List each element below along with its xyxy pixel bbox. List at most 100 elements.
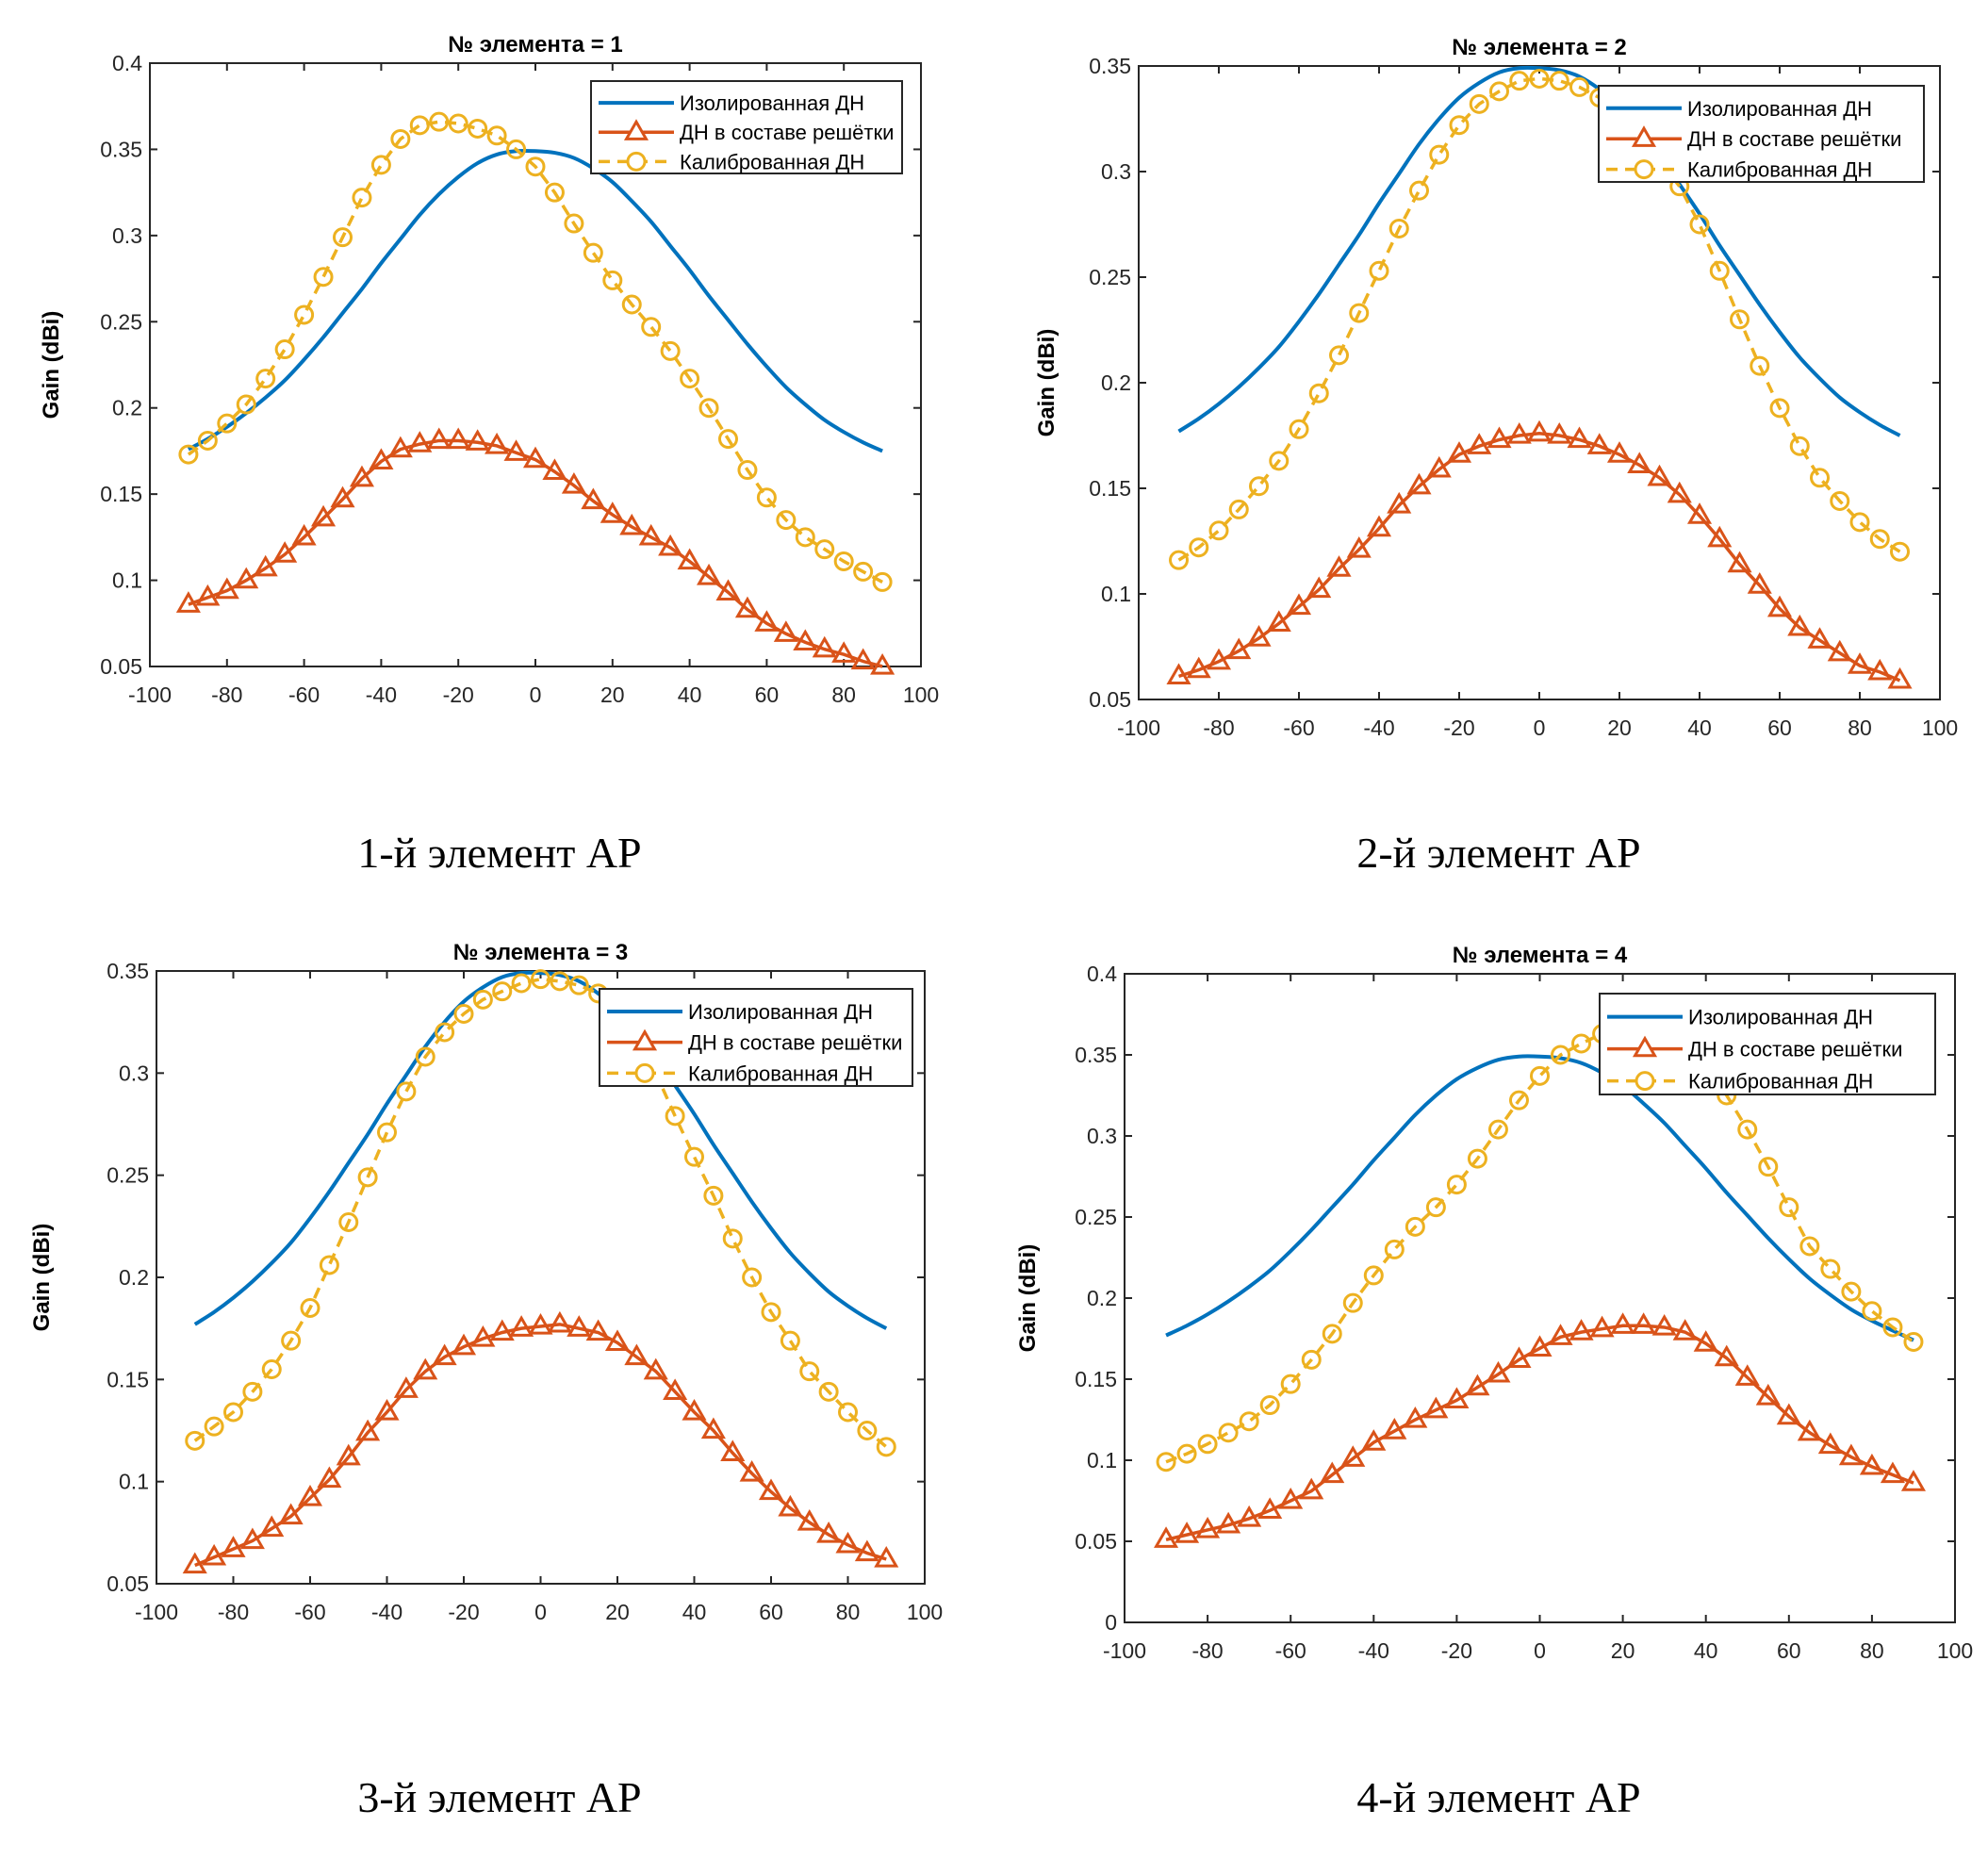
marker-circle bbox=[1239, 1411, 1259, 1432]
marker-circle bbox=[333, 227, 353, 248]
marker-triangle bbox=[1651, 1313, 1677, 1336]
marker-triangle bbox=[638, 523, 664, 546]
legend-label: Изолированная ДН bbox=[680, 91, 864, 115]
y-axis-label: Gain (dBi) bbox=[39, 311, 64, 420]
marker-triangle bbox=[700, 1417, 726, 1439]
marker-circle bbox=[742, 1267, 763, 1288]
marker-circle bbox=[1571, 1033, 1592, 1054]
series-0 bbox=[193, 970, 888, 1330]
marker-triangle bbox=[604, 1329, 631, 1351]
line-array bbox=[1165, 1324, 1914, 1541]
marker-circle bbox=[370, 155, 391, 175]
x-tick-label: -60 bbox=[1275, 1638, 1306, 1663]
marker-circle bbox=[1903, 1331, 1924, 1352]
y-tick-label: 0.3 bbox=[112, 223, 142, 248]
marker-triangle bbox=[489, 1319, 515, 1341]
plot-area bbox=[182, 969, 899, 1574]
marker-triangle bbox=[1838, 1443, 1864, 1466]
marker-triangle bbox=[1237, 1505, 1262, 1527]
line-array bbox=[188, 438, 883, 668]
marker-circle bbox=[568, 975, 589, 995]
legend-label: Изолированная ДН bbox=[688, 1000, 873, 1024]
y-tick-label: 0.1 bbox=[119, 1470, 149, 1494]
marker-circle bbox=[550, 971, 570, 992]
marker-triangle bbox=[330, 485, 355, 508]
x-tick-label: 0 bbox=[1534, 716, 1546, 740]
x-tick-label: 40 bbox=[1694, 1638, 1718, 1663]
marker-circle bbox=[1218, 1423, 1239, 1443]
marker-circle bbox=[319, 1255, 339, 1275]
marker-triangle bbox=[1299, 1477, 1324, 1500]
marker-circle bbox=[1349, 303, 1370, 323]
y-axis-label: Gain (dBi) bbox=[1034, 329, 1060, 437]
marker-circle bbox=[1820, 1259, 1841, 1279]
marker-circle bbox=[197, 430, 218, 451]
triangle-icon bbox=[1632, 1035, 1658, 1058]
marker-circle bbox=[818, 1381, 839, 1402]
legend-label: Калиброванная ДН bbox=[1688, 1070, 1873, 1094]
marker-circle bbox=[756, 487, 777, 508]
caption-1: 1-й элемент АР bbox=[357, 829, 642, 877]
marker-triangle bbox=[1346, 535, 1372, 558]
marker-circle bbox=[1269, 451, 1290, 471]
marker-circle bbox=[684, 1146, 704, 1167]
marker-circle bbox=[761, 1302, 781, 1323]
marker-circle bbox=[703, 1185, 724, 1206]
marker-circle bbox=[1467, 1148, 1487, 1169]
line-array bbox=[1177, 432, 1901, 683]
marker-circle bbox=[1449, 115, 1470, 136]
marker-triangle bbox=[1589, 1315, 1615, 1338]
marker-circle bbox=[1289, 419, 1309, 439]
marker-circle bbox=[357, 1167, 378, 1188]
y-tick-label: 0.25 bbox=[1089, 265, 1131, 289]
marker-circle bbox=[1189, 537, 1209, 558]
subplot-1: -100 -80 -60 -40 -20 0 20 40 60 80 100 0.05 0.1 0.15 0… bbox=[39, 32, 939, 707]
x-tick-label: 80 bbox=[1860, 1638, 1884, 1663]
marker-triangle bbox=[1526, 420, 1553, 442]
x-tick-label: -20 bbox=[443, 683, 474, 707]
marker-triangle bbox=[1186, 656, 1211, 679]
marker-triangle bbox=[739, 1459, 764, 1482]
marker-triangle bbox=[567, 1315, 592, 1337]
caption-2: 2-й элемент АР bbox=[1356, 829, 1641, 877]
y-tick-label: 0.2 bbox=[1087, 1286, 1117, 1310]
marker-triangle bbox=[1847, 652, 1873, 674]
x-tick-label: 100 bbox=[903, 683, 939, 707]
marker-circle bbox=[1799, 1236, 1820, 1257]
marker-triangle bbox=[451, 1333, 477, 1356]
x-tick-label: 20 bbox=[600, 683, 625, 707]
marker-circle bbox=[1841, 1281, 1862, 1302]
y-tick-label: 0.25 bbox=[1075, 1205, 1117, 1229]
x-tick-label: 80 bbox=[1848, 716, 1872, 740]
marker-triangle bbox=[720, 1439, 746, 1461]
marker-triangle bbox=[1320, 1461, 1345, 1484]
y-tick-label: 0.4 bbox=[112, 51, 142, 75]
marker-circle bbox=[1882, 1317, 1903, 1338]
legend: Изолированная ДН ДН в составе решётки Кали… bbox=[1599, 993, 1936, 1095]
marker-triangle bbox=[1257, 1497, 1283, 1519]
marker-circle bbox=[1508, 1090, 1529, 1110]
marker-circle bbox=[185, 1430, 205, 1451]
caption-3: 3-й элемент АР bbox=[357, 1773, 642, 1821]
marker-triangle bbox=[1827, 639, 1852, 662]
marker-circle bbox=[1779, 1197, 1799, 1218]
marker-circle bbox=[409, 115, 430, 136]
marker-circle bbox=[544, 182, 565, 203]
marker-triangle bbox=[387, 436, 413, 458]
plot-title: № элемента = 1 bbox=[448, 32, 622, 58]
x-tick-label: 60 bbox=[1767, 716, 1792, 740]
legend-label: ДН в составе решётки bbox=[680, 121, 894, 144]
marker-circle bbox=[602, 270, 623, 290]
marker-circle bbox=[1169, 550, 1189, 570]
triangle-icon bbox=[623, 119, 649, 140]
marker-circle bbox=[1830, 490, 1850, 511]
marker-circle bbox=[242, 1381, 263, 1402]
marker-triangle bbox=[195, 584, 221, 606]
marker-circle bbox=[1322, 1324, 1342, 1344]
plot-area bbox=[175, 111, 895, 675]
marker-circle bbox=[621, 294, 642, 315]
x-tick-label: 0 bbox=[530, 683, 542, 707]
marker-circle bbox=[1249, 476, 1269, 497]
marker-triangle bbox=[812, 635, 837, 658]
marker-circle bbox=[1709, 260, 1730, 281]
